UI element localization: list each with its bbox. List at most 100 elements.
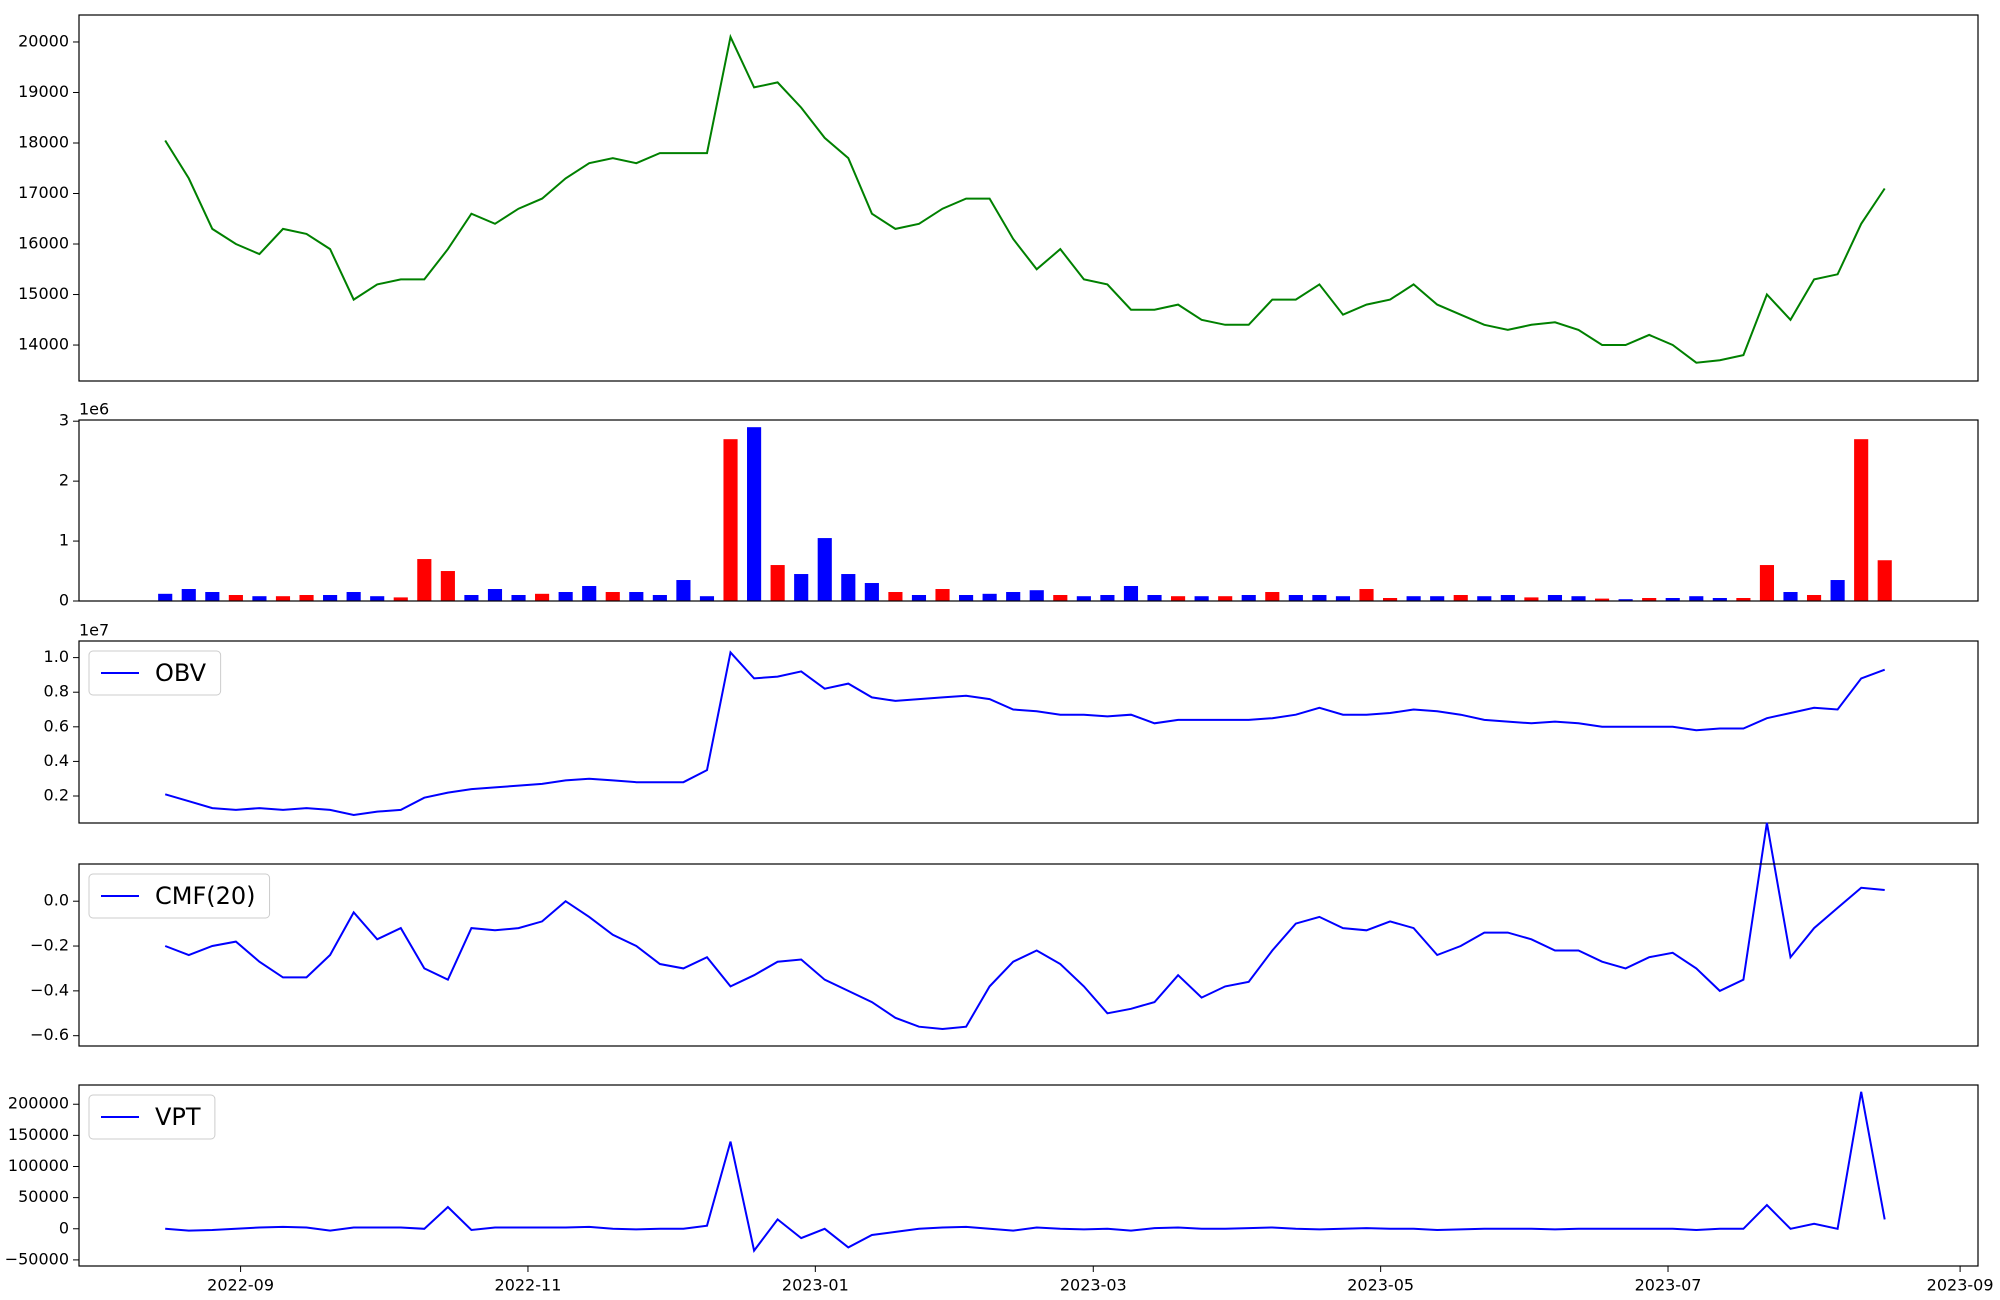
y-tick-label: 2: [59, 471, 69, 490]
volume-bar: [747, 427, 762, 601]
volume-bar: [1194, 596, 1209, 601]
x-tick-label: 2023-03: [1060, 1276, 1127, 1295]
y-tick-label: −0.2: [30, 936, 69, 955]
x-tick-label: 2023-07: [1635, 1276, 1702, 1295]
plot-frame: [78, 419, 1979, 602]
offset-label: 1e6: [79, 400, 109, 419]
volume-bar: [370, 596, 385, 601]
y-tick-label: 0.2: [44, 786, 69, 805]
volume-bar: [1618, 599, 1633, 601]
legend-box: [88, 650, 222, 696]
volume-bar: [1100, 595, 1115, 601]
volume-bar: [1689, 596, 1704, 601]
volume-bar: [817, 538, 832, 601]
volume-bar: [1406, 596, 1421, 601]
y-tick-label: 15000: [18, 284, 69, 303]
volume-bar: [629, 592, 644, 601]
y-tick-label: 17000: [18, 183, 69, 202]
volume-bar: [959, 595, 974, 601]
volume-bar: [275, 596, 291, 601]
volume-bar: [841, 574, 856, 601]
plot-frame: [78, 640, 1979, 824]
volume-bar: [558, 592, 573, 601]
offset-label: 1e7: [79, 621, 109, 640]
volume-bar: [1500, 595, 1515, 601]
x-tick-label: 2023-05: [1347, 1276, 1414, 1295]
volume-bar: [1877, 560, 1892, 601]
volume-bar: [1241, 595, 1256, 601]
volume-bar: [440, 571, 455, 601]
y-tick-label: 0: [59, 1218, 69, 1237]
volume-bar: [935, 589, 950, 601]
volume-bar: [1783, 592, 1798, 601]
volume-bar: [723, 439, 738, 601]
volume-bar: [1547, 595, 1563, 601]
volume-bar: [181, 589, 196, 601]
volume-bar: [252, 596, 267, 601]
volume-bar: [982, 593, 997, 601]
volume-bar: [888, 592, 903, 601]
volume-bar: [676, 580, 691, 601]
plot-frame: [78, 14, 1979, 382]
y-tick-label: 1: [59, 531, 69, 550]
volume-bar: [1830, 580, 1845, 601]
legend-box: [88, 1094, 216, 1140]
volume-bar: [1335, 596, 1351, 601]
legend-label: VPT: [155, 1103, 201, 1131]
volume-bar: [1594, 598, 1610, 601]
volume-bar: [1477, 596, 1492, 601]
volume-bar: [511, 595, 526, 601]
y-tick-label: 0.6: [44, 716, 69, 735]
y-tick-label: 19000: [18, 82, 69, 101]
y-tick-label: 20000: [18, 31, 69, 50]
volume-bar: [770, 565, 785, 601]
volume-bar: [228, 595, 243, 601]
volume-bar: [1524, 597, 1539, 601]
volume-bar: [1854, 439, 1869, 601]
y-tick-label: 200000: [8, 1094, 69, 1113]
legend-label: OBV: [155, 659, 207, 687]
y-tick-label: 0: [59, 591, 69, 610]
volume-bar: [487, 589, 503, 601]
y-tick-label: −50000: [5, 1249, 69, 1268]
volume-bar: [1123, 586, 1139, 601]
volume-bar: [393, 597, 408, 601]
volume-bar: [794, 574, 809, 601]
volume-bar: [1430, 596, 1445, 601]
y-tick-label: 0.0: [44, 891, 69, 910]
y-tick-label: 100000: [8, 1156, 69, 1175]
volume-bar: [535, 593, 550, 601]
volume-bar: [1076, 596, 1091, 601]
volume-bar: [205, 592, 220, 601]
y-tick-label: 18000: [18, 132, 69, 151]
y-tick-label: 1.0: [44, 647, 69, 666]
volume-bar: [1312, 595, 1327, 601]
volume-bar: [299, 595, 314, 601]
volume-bar: [864, 583, 879, 601]
x-tick-label: 2022-09: [207, 1276, 274, 1295]
volume-bar: [1147, 595, 1162, 601]
data-line: [164, 650, 1886, 817]
volume-bar: [464, 595, 479, 601]
data-line: [165, 1091, 1886, 1253]
y-tick-label: −0.4: [30, 980, 69, 999]
volume-bar: [1006, 592, 1021, 601]
y-tick-label: 14000: [18, 335, 69, 354]
volume-bar: [1359, 589, 1374, 601]
volume-bar: [1288, 595, 1303, 601]
y-tick-label: −0.6: [30, 1025, 69, 1044]
volume-bar: [1029, 590, 1044, 601]
volume-bar: [1712, 598, 1727, 601]
volume-bar: [323, 595, 338, 601]
volume-bar: [605, 592, 620, 601]
y-tick-label: 150000: [8, 1125, 69, 1144]
volume-bar: [1571, 596, 1586, 601]
x-tick-label: 2022-11: [495, 1276, 562, 1295]
volume-bar: [1642, 598, 1657, 601]
volume-bar: [346, 592, 361, 601]
volume-bar: [1383, 598, 1398, 601]
volume-bar: [1218, 596, 1233, 601]
volume-bar: [699, 596, 715, 601]
volume-bar: [1665, 598, 1680, 601]
volume-bar: [1265, 592, 1280, 601]
